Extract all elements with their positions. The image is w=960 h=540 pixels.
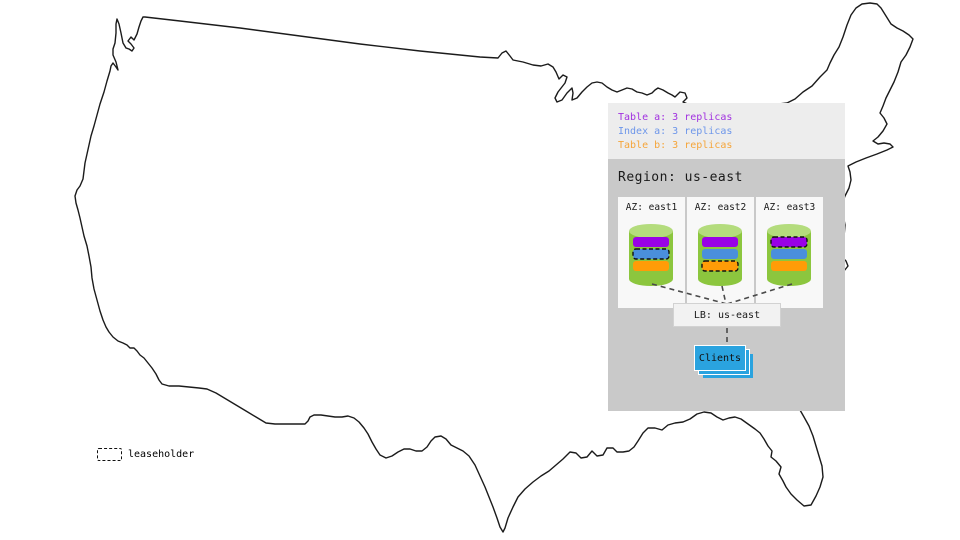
leaseholder-swatch <box>97 448 122 461</box>
region-panel: Table a: 3 replicas Index a: 3 replicas … <box>608 103 845 411</box>
legend-table-b: Table b: 3 replicas <box>618 140 733 151</box>
replica-table-b <box>701 260 739 272</box>
az-label-east3: AZ: east3 <box>763 202 816 213</box>
legend-index-a: Index a: 3 replicas <box>618 126 733 137</box>
az-label-east1: AZ: east1 <box>625 202 678 213</box>
database-cylinder-icon <box>629 224 673 286</box>
az-box-east2: AZ: east2 <box>687 197 754 308</box>
region-title: Region: us-east <box>618 170 743 185</box>
replica-legend: Table a: 3 replicas Index a: 3 replicas … <box>608 103 845 159</box>
replica-index-a <box>632 248 670 260</box>
region-container: Region: us-east AZ: east1 A <box>608 159 845 411</box>
clients-label: Clients <box>698 352 742 364</box>
az-row: AZ: east1 AZ: east2 <box>618 197 823 308</box>
database-cylinder-icon <box>698 224 742 286</box>
clients-stack: Clients <box>694 345 755 380</box>
az-label-east2: AZ: east2 <box>694 202 747 213</box>
leaseholder-legend: leaseholder <box>97 448 194 461</box>
replica-index-a <box>702 249 738 259</box>
load-balancer-box: LB: us-east <box>673 303 781 327</box>
replica-table-a <box>702 237 738 247</box>
replica-table-b <box>633 261 669 271</box>
leaseholder-label: leaseholder <box>128 449 195 460</box>
clients-box: Clients <box>694 345 746 371</box>
database-cylinder-icon <box>767 224 811 286</box>
az-box-east3: AZ: east3 <box>756 197 823 308</box>
replica-table-b <box>771 261 807 271</box>
legend-table-a: Table a: 3 replicas <box>618 112 733 123</box>
az-box-east1: AZ: east1 <box>618 197 685 308</box>
replica-table-a <box>770 236 808 248</box>
replica-index-a <box>771 249 807 259</box>
load-balancer-label: LB: us-east <box>693 309 761 321</box>
replica-table-a <box>633 237 669 247</box>
us-map-outline <box>74 2 914 533</box>
